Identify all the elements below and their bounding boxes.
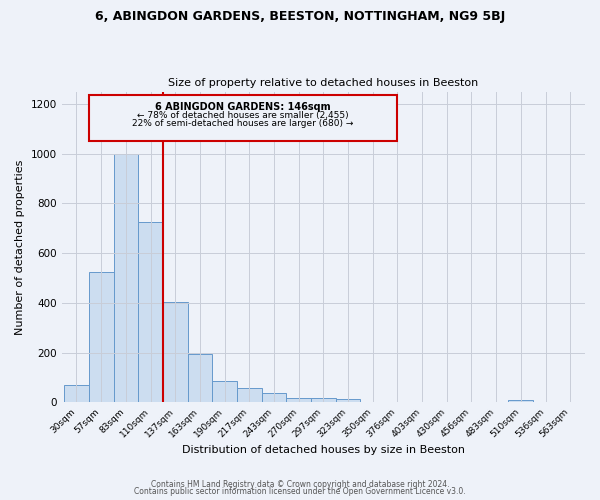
Text: 6 ABINGDON GARDENS: 146sqm: 6 ABINGDON GARDENS: 146sqm (155, 102, 331, 113)
Bar (335, 399, 361, 402)
Bar (188, 354, 212, 403)
Bar (237, 388, 262, 402)
X-axis label: Distribution of detached houses by size in Beeston: Distribution of detached houses by size … (182, 445, 465, 455)
Bar (262, 393, 286, 402)
Bar (89, 272, 113, 402)
Bar (113, 154, 138, 402)
Y-axis label: Number of detached properties: Number of detached properties (15, 160, 25, 334)
Bar (64, 385, 89, 402)
Bar (311, 398, 335, 402)
Bar (212, 382, 237, 402)
Bar (286, 398, 311, 402)
Text: 6, ABINGDON GARDENS, BEESTON, NOTTINGHAM, NG9 5BJ: 6, ABINGDON GARDENS, BEESTON, NOTTINGHAM… (95, 10, 505, 23)
Text: ← 78% of detached houses are smaller (2,455): ← 78% of detached houses are smaller (2,… (137, 112, 349, 120)
Text: Contains HM Land Registry data © Crown copyright and database right 2024.: Contains HM Land Registry data © Crown c… (151, 480, 449, 489)
FancyBboxPatch shape (89, 96, 397, 142)
Title: Size of property relative to detached houses in Beeston: Size of property relative to detached ho… (168, 78, 478, 88)
Bar (163, 302, 188, 402)
Bar (138, 222, 163, 402)
Text: 22% of semi-detached houses are larger (680) →: 22% of semi-detached houses are larger (… (133, 119, 354, 128)
Text: Contains public sector information licensed under the Open Government Licence v3: Contains public sector information licen… (134, 488, 466, 496)
Bar (508, 400, 533, 402)
